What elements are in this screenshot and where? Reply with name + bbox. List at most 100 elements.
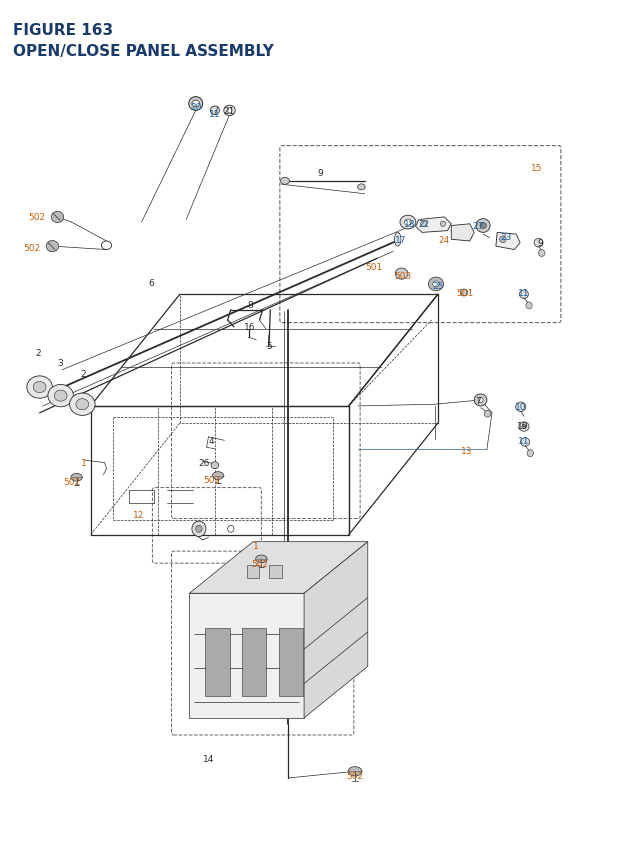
Ellipse shape [534,239,543,248]
Ellipse shape [476,220,490,233]
Text: 3: 3 [58,359,63,368]
Text: 23: 23 [500,233,512,242]
Ellipse shape [358,184,365,190]
Text: 18: 18 [403,220,415,229]
Text: 11: 11 [518,437,530,445]
Ellipse shape [478,398,483,403]
Ellipse shape [280,178,289,185]
Text: 9: 9 [317,169,323,177]
Ellipse shape [433,282,439,288]
Ellipse shape [520,291,529,299]
Ellipse shape [394,233,401,247]
Ellipse shape [192,522,206,537]
Ellipse shape [519,423,529,431]
Ellipse shape [212,472,224,480]
Text: 24: 24 [438,235,450,245]
Text: 10: 10 [515,403,527,412]
Bar [269,565,282,578]
Ellipse shape [71,474,83,481]
Ellipse shape [539,251,545,257]
Ellipse shape [420,221,427,227]
Ellipse shape [395,269,408,280]
Ellipse shape [227,108,232,114]
Text: 502: 502 [346,771,364,780]
Text: 11: 11 [209,110,221,119]
Polygon shape [496,233,520,251]
Ellipse shape [404,220,412,226]
Text: 27: 27 [472,222,484,231]
Text: 11: 11 [518,288,530,298]
Text: 502: 502 [251,559,268,568]
Text: 502: 502 [63,478,80,486]
Ellipse shape [192,101,200,108]
Text: 9: 9 [537,238,543,248]
Ellipse shape [460,290,468,297]
Ellipse shape [527,450,534,457]
Text: 16: 16 [244,323,255,332]
Ellipse shape [33,382,46,393]
Text: 1: 1 [81,459,87,468]
Ellipse shape [27,376,52,399]
Text: 502: 502 [203,476,220,485]
Ellipse shape [224,106,236,116]
Text: 2: 2 [36,349,41,358]
Text: 7: 7 [475,397,481,406]
Text: 6: 6 [148,278,154,288]
Text: OPEN/CLOSE PANEL ASSEMBLY: OPEN/CLOSE PANEL ASSEMBLY [13,44,274,59]
Bar [246,565,259,578]
Ellipse shape [255,555,267,563]
Text: 15: 15 [531,164,543,173]
Ellipse shape [440,222,445,227]
Ellipse shape [196,526,202,533]
Text: 13: 13 [461,447,472,455]
Bar [205,629,230,697]
Text: 501: 501 [365,263,383,272]
Ellipse shape [228,526,234,533]
Text: 14: 14 [203,754,214,763]
Ellipse shape [522,425,526,430]
Text: 20: 20 [190,103,202,112]
Ellipse shape [480,223,486,229]
Ellipse shape [500,237,506,244]
Text: 19: 19 [517,422,529,430]
Text: 8: 8 [247,300,253,310]
Ellipse shape [51,212,63,223]
Text: 26: 26 [198,459,210,468]
Ellipse shape [211,462,219,469]
Ellipse shape [48,385,74,407]
Polygon shape [451,225,474,242]
Ellipse shape [516,403,526,412]
Ellipse shape [400,216,416,230]
Ellipse shape [474,394,487,406]
Text: 17: 17 [395,235,406,245]
Text: 503: 503 [394,271,412,281]
Ellipse shape [189,97,203,111]
Text: 22: 22 [419,220,429,229]
Polygon shape [304,542,368,718]
Ellipse shape [484,411,491,418]
Ellipse shape [211,107,220,115]
Ellipse shape [428,278,444,292]
Ellipse shape [70,393,95,416]
Ellipse shape [76,400,89,411]
Text: 12: 12 [132,510,144,519]
Polygon shape [189,542,368,593]
Text: 25: 25 [432,282,444,291]
Text: FIGURE 163: FIGURE 163 [13,23,113,38]
Text: 2: 2 [80,369,86,378]
Text: 501: 501 [457,288,474,298]
Text: 502: 502 [24,244,40,253]
Polygon shape [189,593,304,718]
Ellipse shape [348,767,362,776]
Text: 4: 4 [209,437,214,445]
Ellipse shape [521,438,530,447]
Text: 1: 1 [253,541,259,550]
Polygon shape [415,218,451,233]
Text: 502: 502 [28,214,45,222]
Text: 5: 5 [266,342,272,351]
Ellipse shape [101,242,111,251]
Ellipse shape [46,241,59,252]
Ellipse shape [526,302,532,309]
Text: 21: 21 [224,107,236,115]
Ellipse shape [54,391,67,402]
